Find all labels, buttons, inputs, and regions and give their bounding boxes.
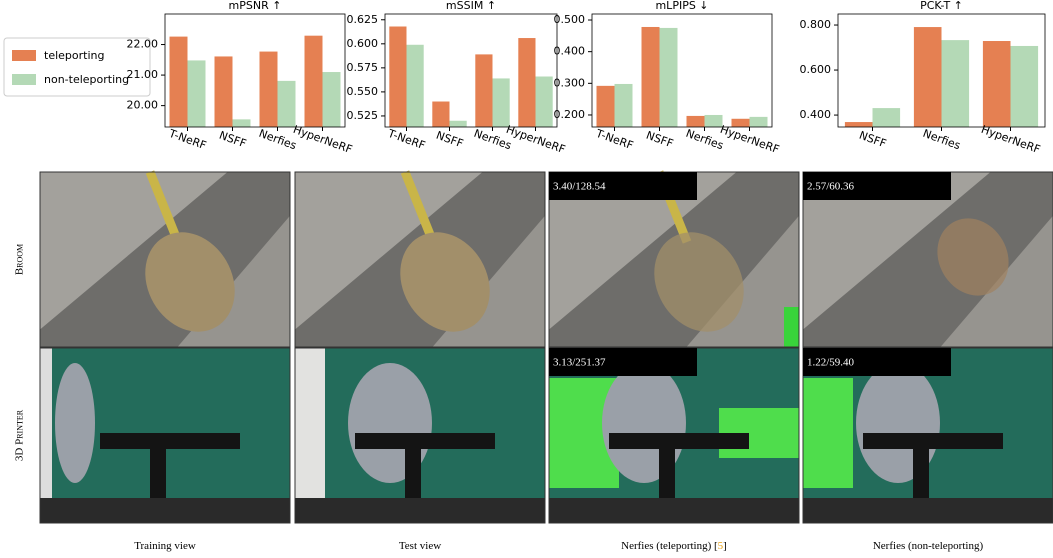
bar xyxy=(873,108,901,127)
bar xyxy=(615,84,633,127)
image-grid: 3.40/128.54 2.57/60.36 Broom 3.13/251.37 1.2… xyxy=(14,172,1053,552)
photo-region xyxy=(295,348,325,523)
y-tick-label: 0.600 xyxy=(347,37,379,50)
x-tick-label: NSFF xyxy=(857,129,888,151)
bar xyxy=(260,52,278,127)
column-label: Nerfies (non-teleporting) xyxy=(873,540,984,552)
y-tick-label: 0.500 xyxy=(554,13,586,26)
bar xyxy=(450,121,467,127)
bar xyxy=(642,27,660,127)
bar xyxy=(278,81,296,127)
y-tick-label: 0.800 xyxy=(800,18,832,31)
figure: teleporting non-teleporting 3.40/128.54 2… xyxy=(0,0,1053,558)
row-label: Broom xyxy=(14,244,26,275)
overlay-label: 1.22/59.40 xyxy=(807,357,855,369)
y-tick-label: 0.550 xyxy=(347,85,379,98)
bar xyxy=(188,60,206,127)
legend-label: non-teleporting xyxy=(44,73,129,86)
printer-arm xyxy=(100,433,240,449)
bar xyxy=(475,54,492,127)
x-tick-label: NSFF xyxy=(217,129,248,151)
y-tick-label: 0.600 xyxy=(800,63,832,76)
y-tick-label: 20.00 xyxy=(127,99,159,112)
row-label: 3D Printer xyxy=(14,409,26,461)
artifact xyxy=(803,378,853,488)
y-tick-label: 0.400 xyxy=(800,108,832,121)
y-tick-label: 0.400 xyxy=(554,45,586,58)
printer-base xyxy=(40,498,290,523)
printer-base xyxy=(549,498,799,523)
column-label: Test view xyxy=(399,540,441,552)
x-tick-label: NSFF xyxy=(644,129,675,151)
bar xyxy=(536,77,553,127)
bar xyxy=(687,116,705,127)
overlay-label: 3.13/251.37 xyxy=(553,357,606,369)
bar xyxy=(389,27,406,127)
printer-arm xyxy=(863,433,1003,449)
y-tick-label: 0.300 xyxy=(554,76,586,89)
legend-swatch xyxy=(12,74,36,85)
column-label: Training view xyxy=(134,540,196,552)
legend-label: teleporting xyxy=(44,49,104,62)
x-tick-label: NSFF xyxy=(434,129,465,151)
printer-base xyxy=(295,498,545,523)
bar xyxy=(323,72,341,127)
overlay-label: 2.57/60.36 xyxy=(807,181,855,193)
column-label-part: Nerfies (teleporting) [ xyxy=(621,540,718,552)
overlay-label: 3.40/128.54 xyxy=(553,181,606,193)
y-tick-label: 22.00 xyxy=(127,38,159,51)
bar xyxy=(983,41,1011,127)
photo-region xyxy=(40,348,52,523)
column-label-part: Test view xyxy=(399,540,441,552)
bar xyxy=(732,119,750,127)
printer-base xyxy=(803,498,1053,523)
chart-title: mLPIPS ↓ xyxy=(655,0,708,12)
bar xyxy=(750,117,768,127)
y-tick-label: 21.00 xyxy=(127,68,159,81)
legend-swatch xyxy=(12,50,36,61)
bar xyxy=(914,27,942,127)
bar xyxy=(233,119,251,127)
column-label-part: Nerfies (non-teleporting) xyxy=(873,540,984,552)
chart-title: mSSIM ↑ xyxy=(446,0,496,12)
bar xyxy=(407,45,424,127)
bar xyxy=(493,78,510,127)
column-label: Nerfies (teleporting) [5] xyxy=(621,540,727,552)
chart-title: mPSNR ↑ xyxy=(229,0,282,12)
bar xyxy=(597,86,615,127)
bar xyxy=(215,56,233,127)
spool xyxy=(55,363,95,483)
bar xyxy=(660,28,678,127)
bar xyxy=(942,40,970,127)
y-tick-label: 0.200 xyxy=(554,108,586,121)
bar xyxy=(705,115,723,127)
column-label-part: Training view xyxy=(134,540,196,552)
chart-title: PCK-T ↑ xyxy=(920,0,963,12)
bar xyxy=(432,102,449,127)
printer-arm xyxy=(355,433,495,449)
artifact xyxy=(784,307,799,347)
y-tick-label: 0.525 xyxy=(347,109,379,122)
bar xyxy=(1011,46,1039,127)
printer-arm xyxy=(609,433,749,449)
y-tick-label: 0.575 xyxy=(347,61,379,74)
column-label-part: ] xyxy=(723,540,727,552)
bar xyxy=(170,37,188,127)
bar xyxy=(518,38,535,127)
bar xyxy=(305,36,323,127)
y-tick-label: 0.625 xyxy=(347,13,379,26)
bar xyxy=(845,122,873,127)
